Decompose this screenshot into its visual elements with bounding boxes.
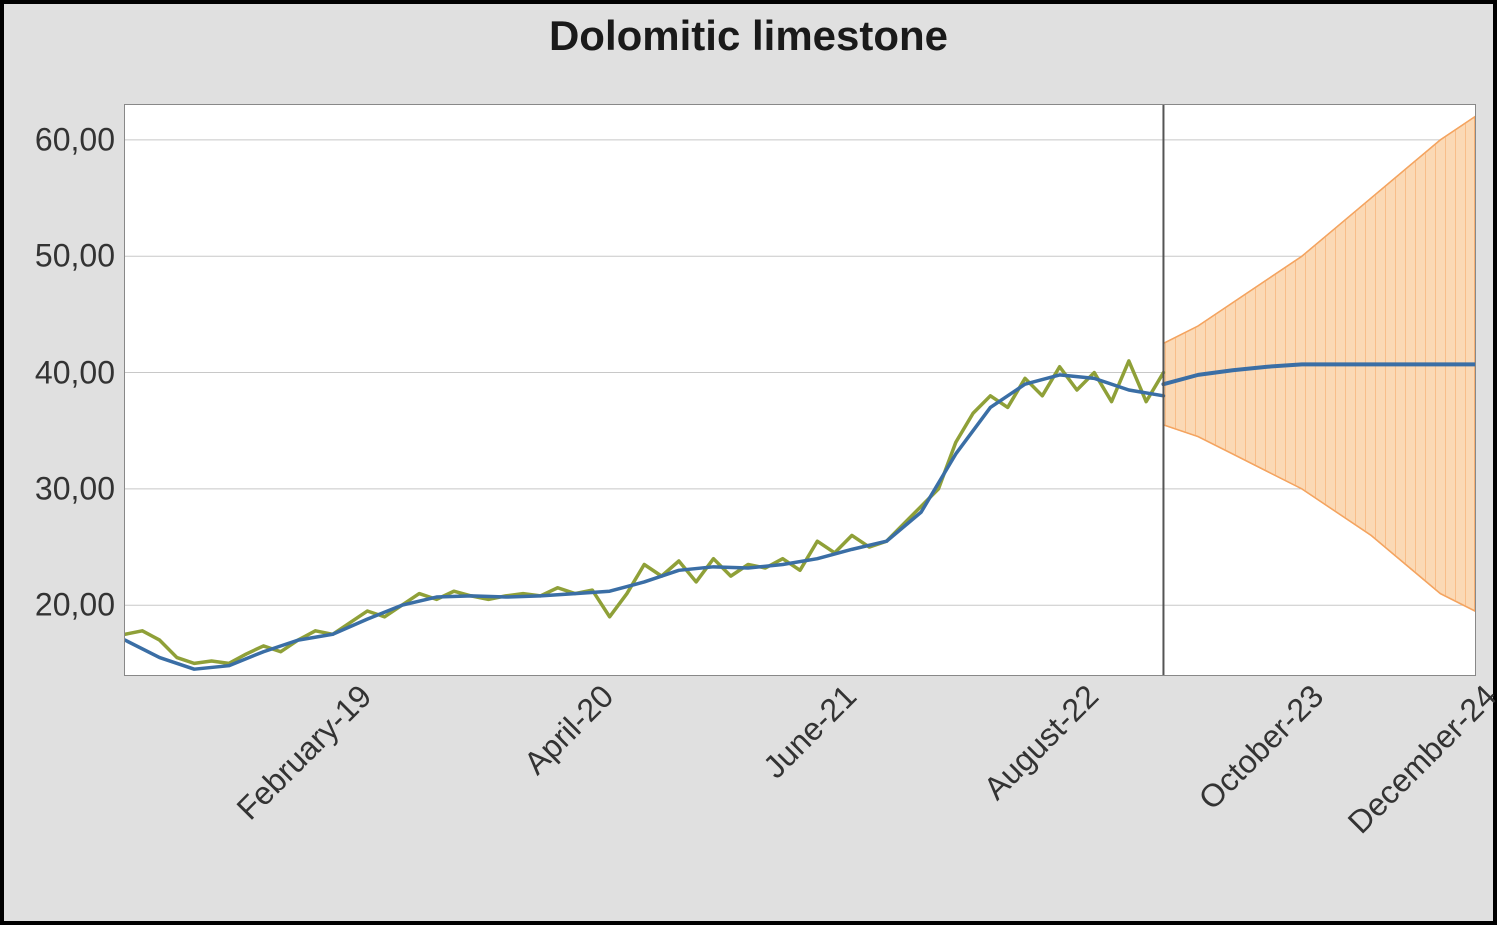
- y-tick-label: 40,00: [35, 354, 125, 391]
- plot-svg: [125, 105, 1475, 675]
- y-tick-label: 20,00: [35, 587, 125, 624]
- chart-outer-frame: Dolomitic limestone 20,0030,0040,0050,00…: [0, 0, 1497, 925]
- forecast-band-hatch: [1163, 105, 1475, 675]
- y-tick-label: 60,00: [35, 121, 125, 158]
- series-actual: [125, 361, 1163, 663]
- y-tick-label: 50,00: [35, 238, 125, 275]
- x-tick-label: October-23: [1192, 678, 1331, 817]
- plot-area: 20,0030,0040,0050,0060,00February-19Apri…: [124, 104, 1476, 676]
- x-tick-label: August-22: [977, 678, 1106, 807]
- x-tick-label: February-19: [230, 678, 379, 827]
- x-tick-label: April-20: [517, 678, 621, 782]
- y-tick-label: 30,00: [35, 470, 125, 507]
- chart-title: Dolomitic limestone: [549, 12, 948, 60]
- x-tick-label: December-24: [1341, 678, 1497, 841]
- x-tick-label: June-21: [756, 678, 864, 786]
- series-fit: [125, 375, 1163, 669]
